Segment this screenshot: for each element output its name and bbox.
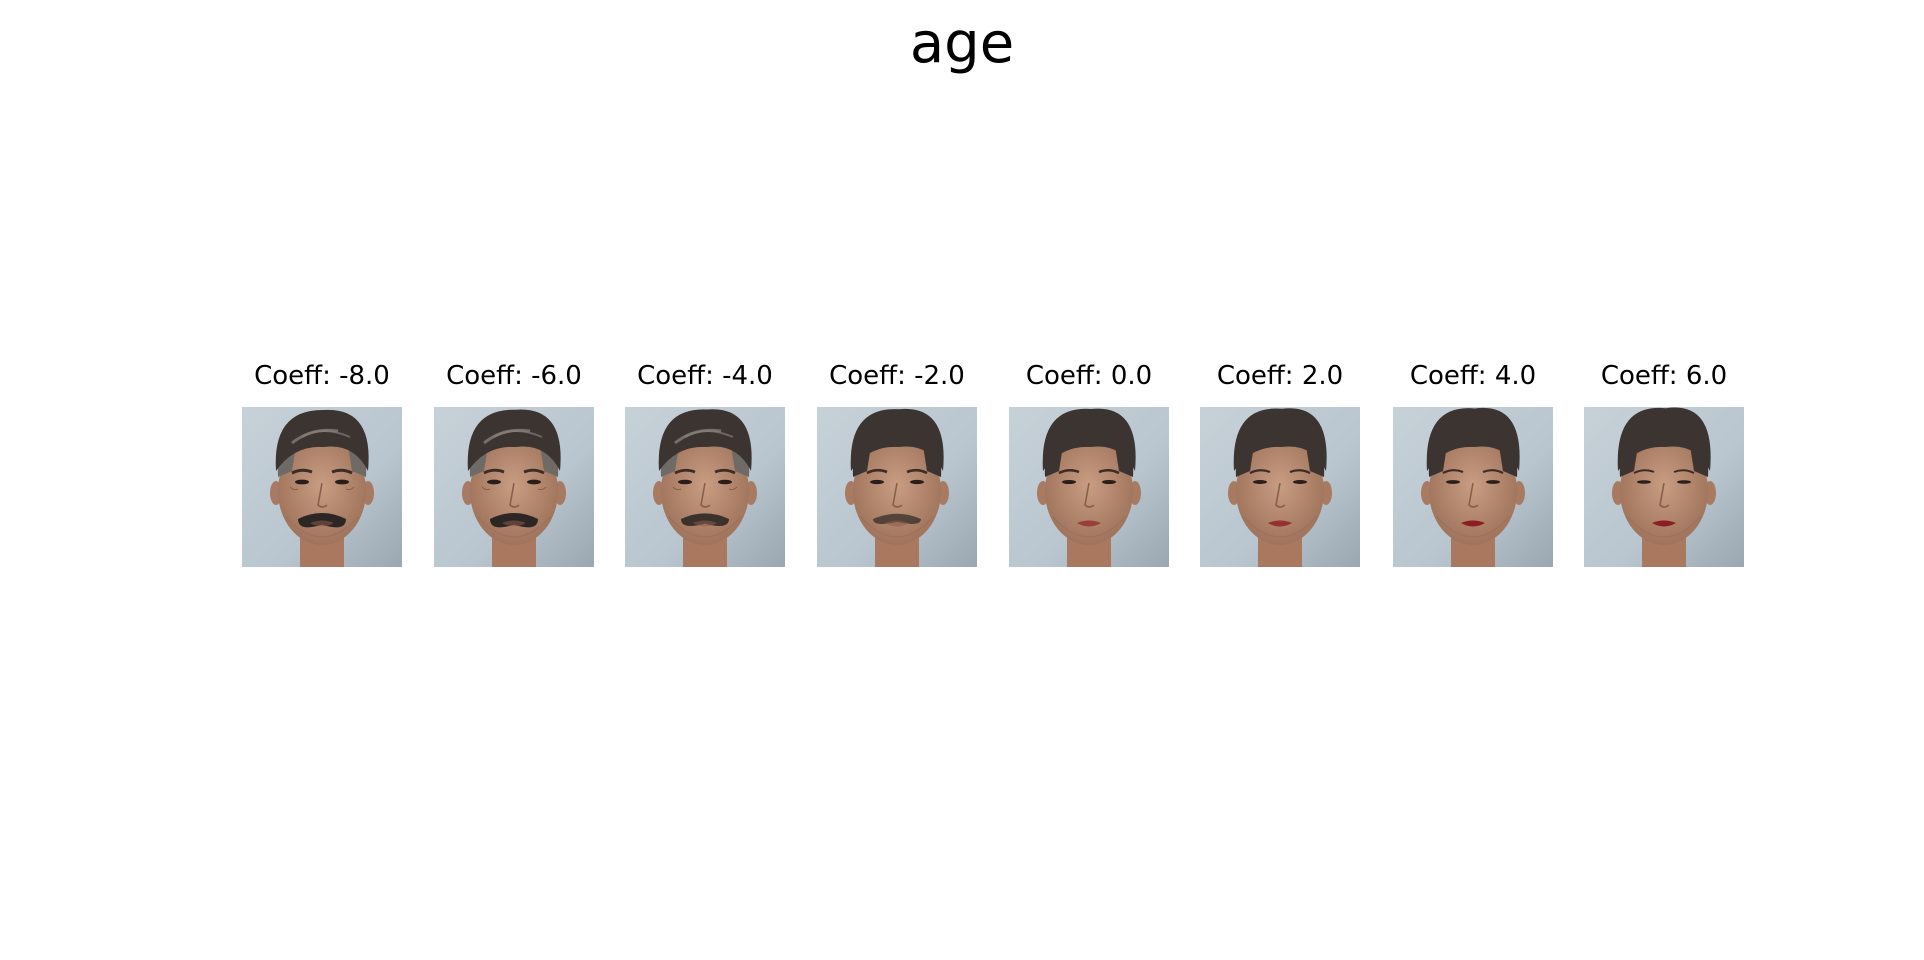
coeff-label: Coeff: -2.0 [829, 361, 965, 391]
face-image [1393, 407, 1553, 567]
coeff-label: Coeff: 0.0 [1025, 361, 1153, 391]
coeff-label: Coeff: 6.0 [1600, 361, 1728, 391]
coeff-label: Coeff: -4.0 [637, 361, 773, 391]
coeff-label: Coeff: -8.0 [254, 361, 390, 391]
face-image [1009, 407, 1169, 567]
face-image [1200, 407, 1360, 567]
face-image [242, 407, 402, 567]
coeff-label: Coeff: 2.0 [1216, 361, 1344, 391]
coeff-label: Coeff: -6.0 [446, 361, 582, 391]
face-image [1584, 407, 1744, 567]
coeff-label: Coeff: 4.0 [1409, 361, 1537, 391]
face-image [817, 407, 977, 567]
figure-title: age [909, 11, 1015, 76]
face-image [434, 407, 594, 567]
face-image [625, 407, 785, 567]
